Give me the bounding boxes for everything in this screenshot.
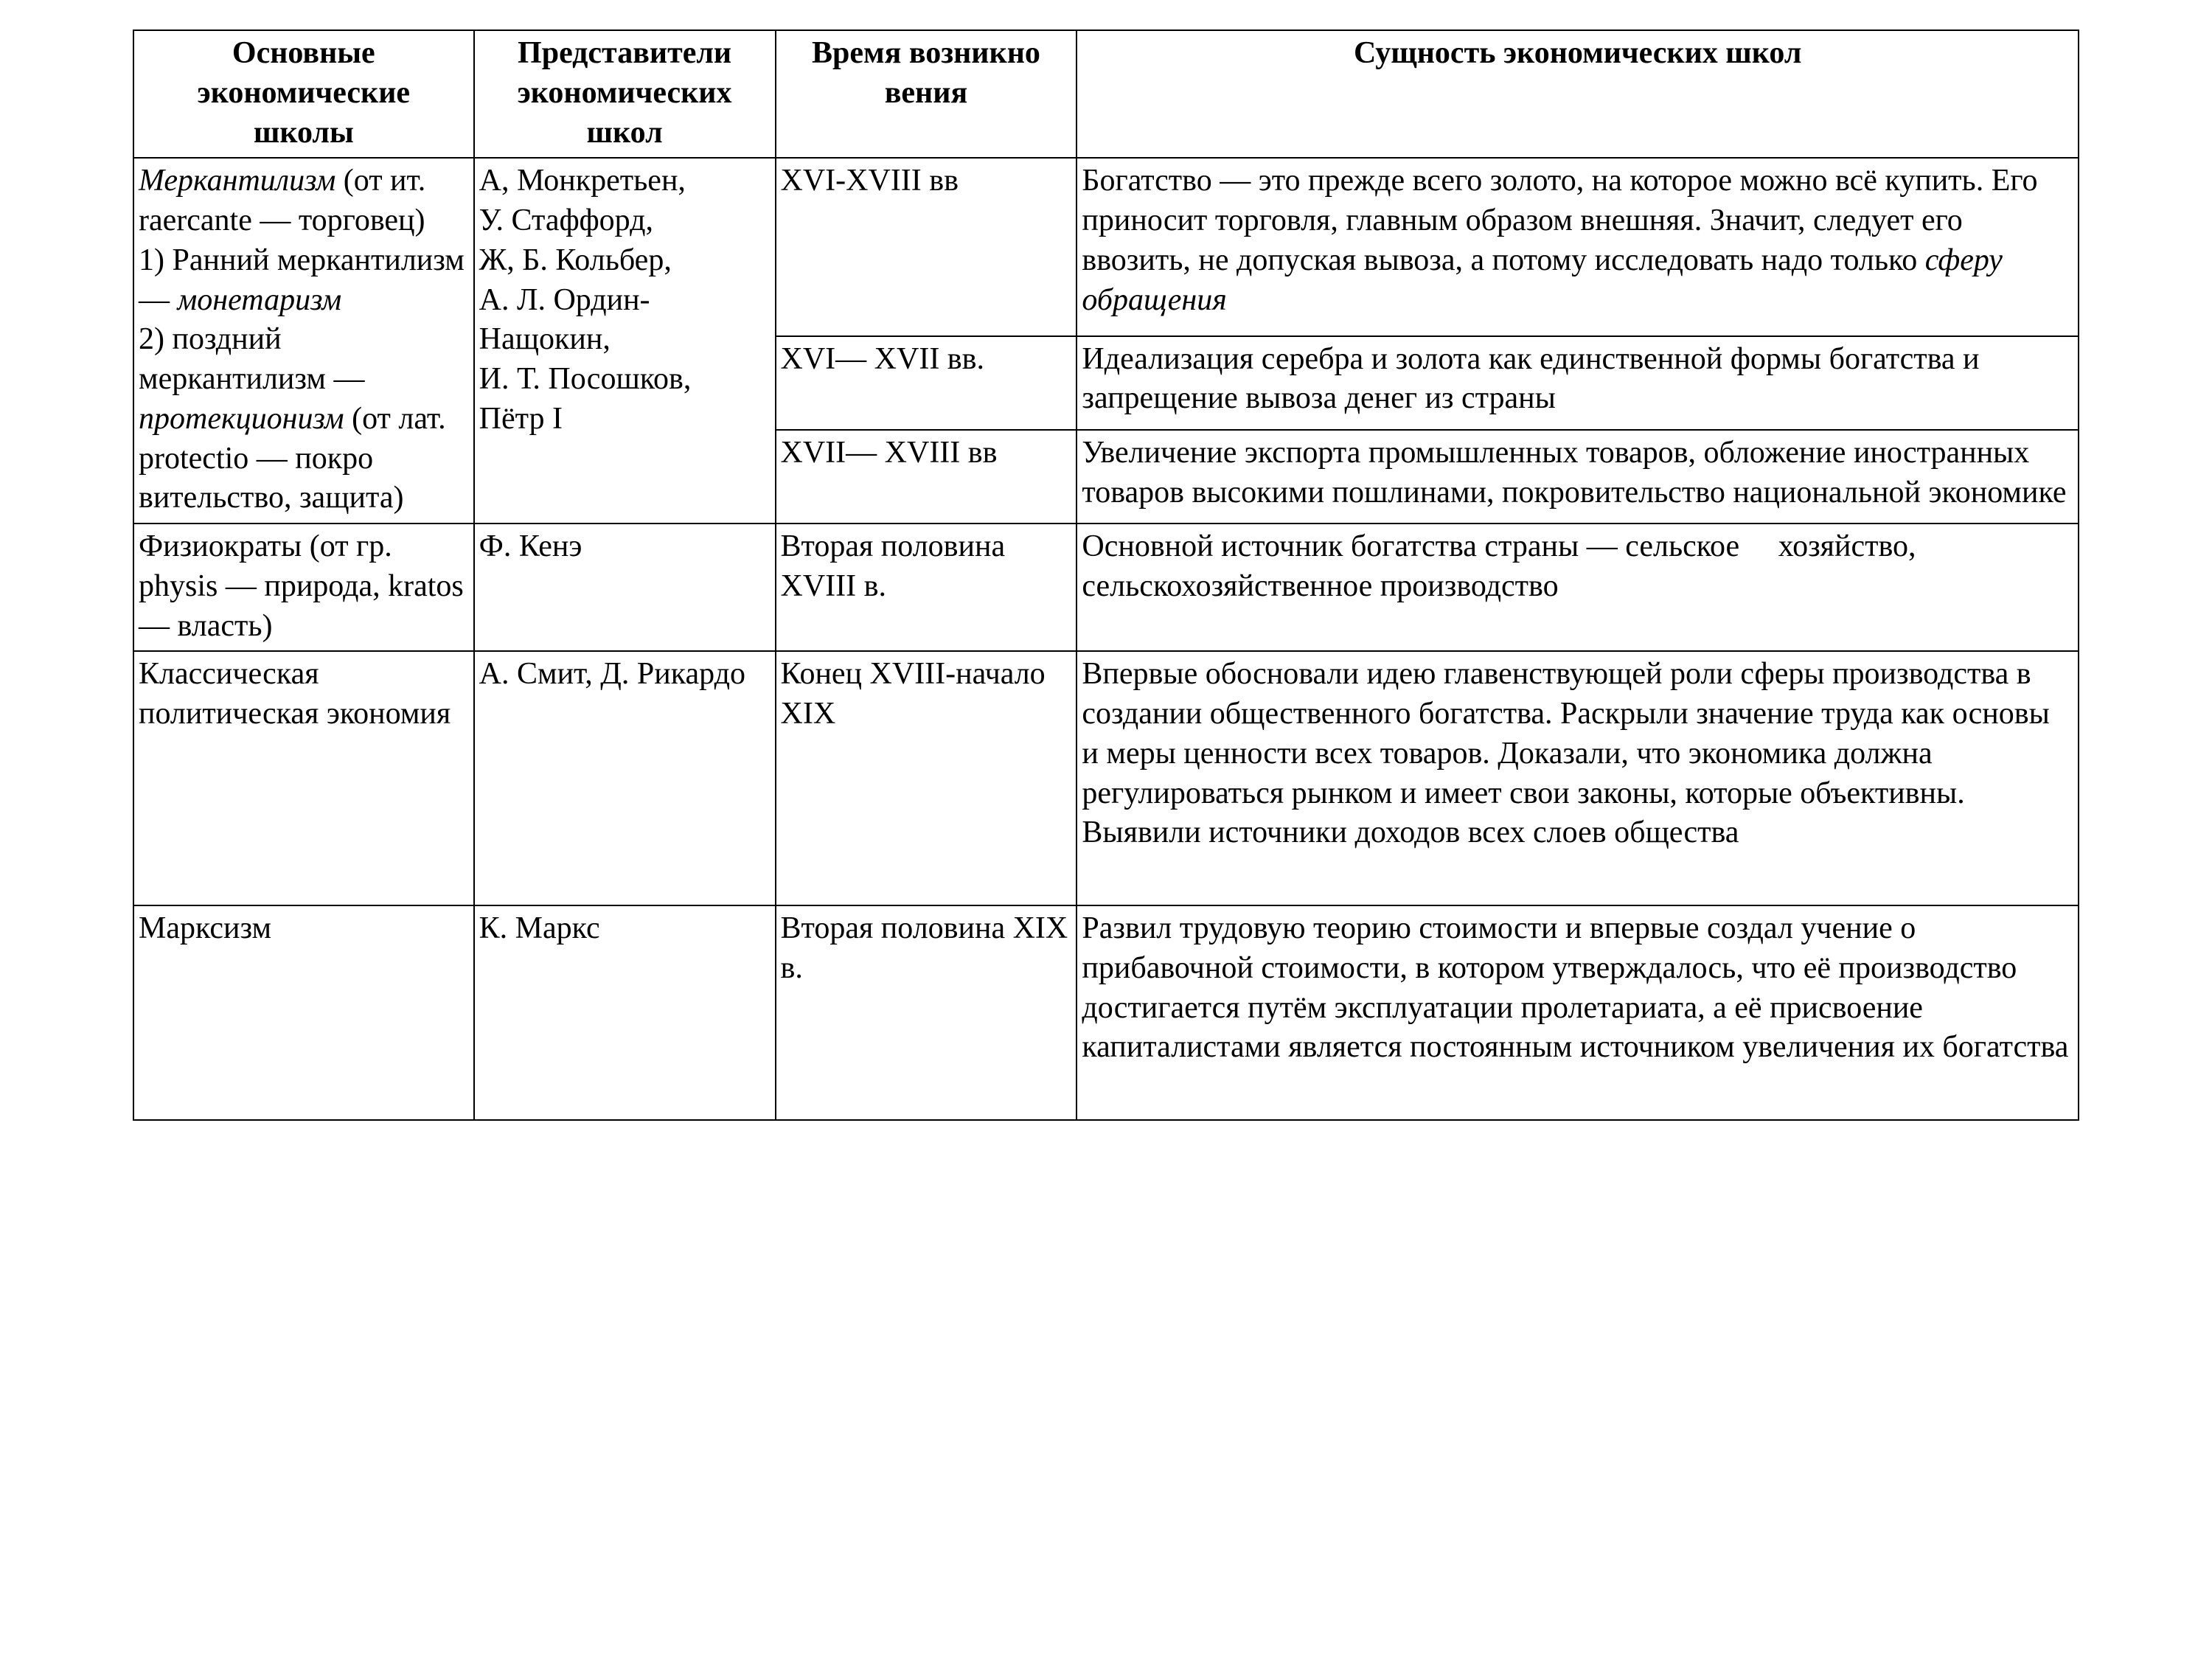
header-schools: Основные экономические школы <box>133 30 474 158</box>
cell-time: Конец XVIII-начало XIX <box>776 651 1077 905</box>
cell-school: Физиократы (от гр. physis — природа, kra… <box>133 524 474 651</box>
table-row: Меркантилизм (от ит. raercante — торгове… <box>133 158 2079 335</box>
cell-reps: А, Монкретьен, У. Стаффорд, Ж, Б. Кольбе… <box>474 158 776 524</box>
cell-school: Меркантилизм (от ит. raercante — торгове… <box>133 158 474 524</box>
cell-reps: К. Маркс <box>474 905 776 1120</box>
header-time: Время возникно вения <box>776 30 1077 158</box>
header-essence: Сущность экономических школ <box>1077 30 2079 158</box>
cell-essence: Основной источник богатства страны — сел… <box>1077 524 2079 651</box>
table-header-row: Основные экономические школы Представите… <box>133 30 2079 158</box>
table-row: Классическая политическая экономия А. См… <box>133 651 2079 905</box>
cell-essence: Впервые обосновали идею главенствующей р… <box>1077 651 2079 905</box>
cell-time: XVI— XVII вв. <box>776 336 1077 430</box>
header-representatives: Представители экономических школ <box>474 30 776 158</box>
cell-time: XVI-XVIII вв <box>776 158 1077 335</box>
cell-essence: Увеличение экспорта промышленных товаров… <box>1077 430 2079 524</box>
table-row: Марксизм К. Маркс Вторая половина XIX в.… <box>133 905 2079 1120</box>
cell-time: XVII— XVIII вв <box>776 430 1077 524</box>
cell-essence: Развил трудовую теорию стоимости и вперв… <box>1077 905 2079 1120</box>
cell-reps: Ф. Кенэ <box>474 524 776 651</box>
table-row: Физиократы (от гр. physis — природа, kra… <box>133 524 2079 651</box>
cell-reps: А. Смит, Д. Рикардо <box>474 651 776 905</box>
cell-essence: Идеализация серебра и золота как единств… <box>1077 336 2079 430</box>
cell-school: Классическая политическая экономия <box>133 651 474 905</box>
economic-schools-table: Основные экономические школы Представите… <box>133 29 2079 1121</box>
cell-time: Вторая половина XVIII в. <box>776 524 1077 651</box>
cell-school: Марксизм <box>133 905 474 1120</box>
cell-time: Вторая половина XIX в. <box>776 905 1077 1120</box>
cell-essence: Богатство — это прежде всего золото, на … <box>1077 158 2079 335</box>
